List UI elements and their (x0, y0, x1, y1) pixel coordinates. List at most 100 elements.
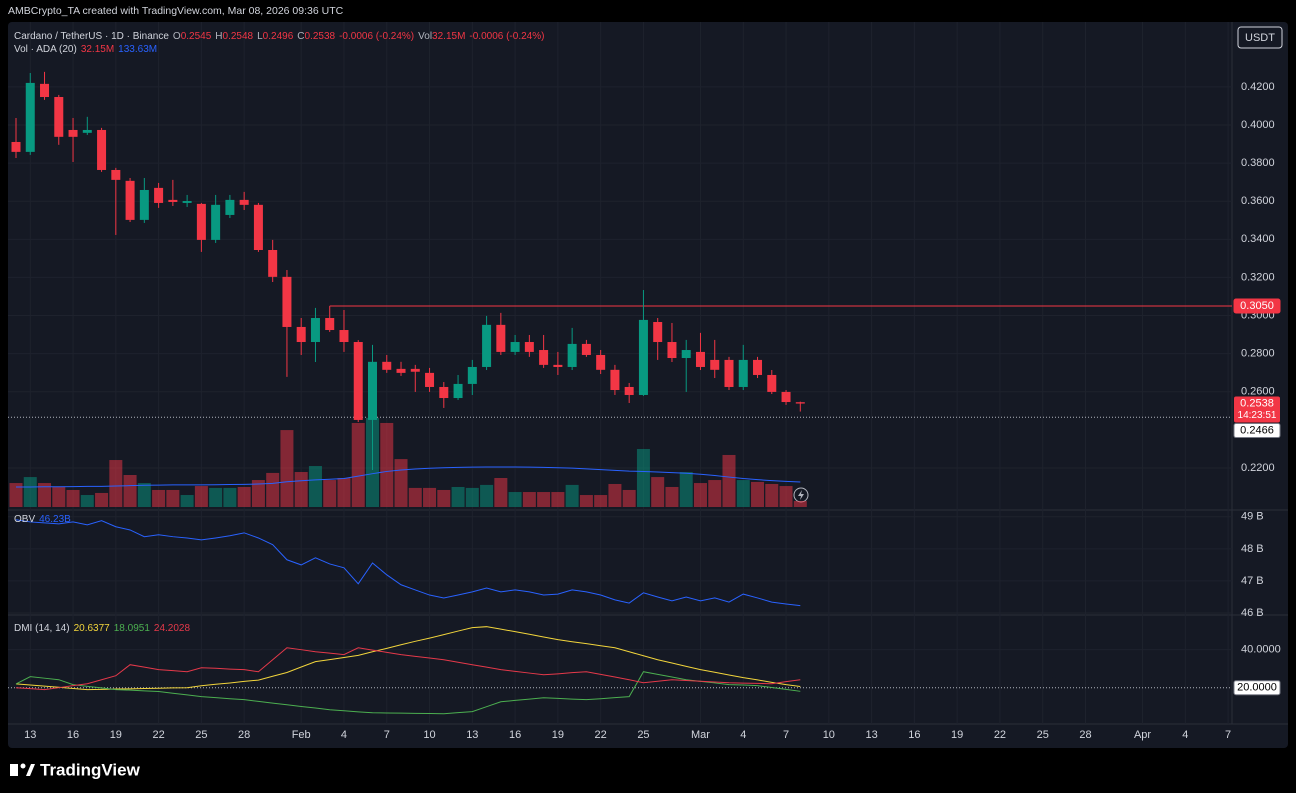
volume-bar (66, 489, 80, 507)
x-tick-label: 22 (152, 729, 164, 741)
legend-value: 0.2538 (304, 31, 336, 42)
level-label: 20.0000 (1237, 682, 1277, 694)
level-label: 0.2466 (1240, 424, 1274, 436)
volume-bar (294, 472, 308, 507)
candle-body (781, 391, 791, 403)
legend-value: 0.2545 (180, 31, 212, 42)
x-tick-label: 7 (384, 729, 390, 741)
dmi-legend: DMI (14, 14) 20.6377 18.0951 24.2028 (14, 623, 190, 634)
volume-bar (494, 477, 508, 507)
x-tick-label: 22 (994, 729, 1006, 741)
candle-body (681, 350, 691, 359)
volume-bar (9, 483, 23, 507)
volume-bar (209, 487, 223, 507)
volume-bar (722, 454, 736, 507)
level-label-box (1233, 423, 1281, 439)
volume-bar (437, 489, 451, 507)
legend-item: Vol32.15M (418, 31, 465, 42)
candle-body (154, 187, 164, 203)
volume-bar (793, 500, 807, 507)
y-tick-label: 0.3200 (1241, 271, 1275, 283)
y-tick-label: 0.2600 (1241, 386, 1275, 398)
candle-body (610, 369, 620, 391)
volume-bar (166, 489, 180, 507)
candle-body (567, 343, 577, 367)
marks (8, 71, 1232, 715)
candle-body (125, 180, 135, 220)
candle-body (653, 322, 663, 343)
candle-body (182, 201, 192, 203)
x-tick-label: 13 (24, 729, 36, 741)
candle-body (211, 204, 221, 240)
x-tick-label: 16 (67, 729, 79, 741)
legend-value: 0.2548 (222, 31, 254, 42)
dmi-value: 24.2028 (153, 623, 191, 634)
candle-body (425, 372, 435, 387)
volume-bar (109, 460, 123, 507)
legend-item: L0.2496 (257, 31, 293, 42)
candle-body (524, 342, 534, 352)
legend-value: -0.0006 (-0.24%) (339, 31, 415, 42)
currency-button[interactable] (1237, 26, 1283, 49)
y-tick-label: 0.2200 (1241, 462, 1275, 474)
candle-body (724, 359, 734, 387)
volume-ma-line (16, 466, 801, 488)
volume-bar (480, 484, 494, 507)
volume-bar (765, 483, 779, 507)
level-label-box (1233, 680, 1281, 696)
x-tick-label: 7 (1225, 729, 1231, 741)
volume-bar (23, 477, 37, 507)
legend-key: H (215, 31, 223, 42)
y-tick-label: 40.0000 (1241, 644, 1281, 656)
candle-body (496, 324, 506, 352)
volume-bar (537, 492, 551, 507)
volume-bar (337, 477, 351, 507)
candle-body (482, 324, 492, 367)
candle-body (68, 129, 78, 137)
volume-bar (323, 480, 337, 507)
brand-name: TradingView (40, 760, 141, 779)
volume-bar (665, 486, 679, 507)
legend-value: 32.15M (432, 31, 466, 42)
x-tick-label: 10 (423, 729, 435, 741)
logo-mark (20, 763, 26, 769)
candle-body (139, 189, 149, 220)
x-tick-label: 13 (466, 729, 478, 741)
volume-bar (95, 492, 109, 507)
x-tick-label: Apr (1134, 729, 1151, 741)
candle-body (439, 386, 449, 399)
volume-bar (52, 486, 66, 507)
candle-body (510, 342, 520, 352)
legend-item: -0.0006 (-0.24%) (339, 31, 414, 42)
y-tick-label: 0.4200 (1241, 81, 1275, 93)
candle-body (296, 326, 306, 343)
x-tick-label: 25 (637, 729, 649, 741)
candle-body (581, 343, 591, 355)
volume-bar (551, 492, 565, 507)
x-tick-label: 4 (341, 729, 347, 741)
candle-body (396, 368, 406, 373)
alert-icon-bolt (798, 490, 804, 500)
indicator-line (15, 519, 801, 607)
volume-bar (180, 495, 194, 507)
volume-bar (465, 487, 479, 507)
volume-bar (751, 481, 765, 507)
obv-legend: OBV 46.23B (14, 514, 71, 525)
x-tick-label: 19 (552, 729, 564, 741)
x-tick-label: 22 (595, 729, 607, 741)
x-tick-label: 16 (509, 729, 521, 741)
y-tick-label: 46 B (1241, 607, 1264, 619)
candle-body (239, 199, 249, 205)
candle-body (253, 204, 263, 250)
volume-bar (622, 489, 636, 507)
x-tick-label: 19 (110, 729, 122, 741)
y-tick-label: 48 B (1241, 543, 1264, 555)
candle-body (325, 318, 335, 331)
volume-bar (779, 486, 793, 507)
price-line-label-box (1233, 298, 1281, 314)
candle-body (638, 319, 648, 395)
axes: 13 16 19 22 25 28 Feb 4 7 10 13 16 19 22 25 Mar 4 7 10 13 16… (24, 81, 1281, 741)
volume-bar (308, 466, 322, 507)
volume-bar (508, 492, 522, 507)
